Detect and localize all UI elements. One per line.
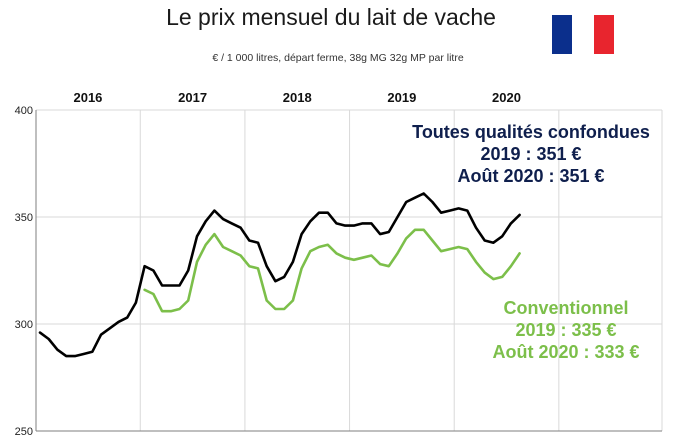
chart-subtitle: € / 1 000 litres, départ ferme, 38g MG 3… xyxy=(212,52,464,64)
annotation-total-line-2: 2019 : 351 € xyxy=(480,144,582,164)
y-tick-label: 400 xyxy=(15,105,33,117)
annotation-total: Toutes qualités confondues 2019 : 351 € … xyxy=(398,121,664,187)
year-label-2016: 2016 xyxy=(73,90,102,105)
annotation-total-line-1: Toutes qualités confondues xyxy=(412,122,650,142)
french-flag-icon xyxy=(552,15,614,54)
flag-band-red xyxy=(594,15,614,54)
annotation-conventionnel: Conventionnel 2019 : 335 € Août 2020 : 3… xyxy=(476,297,656,363)
chart-title: Le prix mensuel du lait de vache xyxy=(166,4,496,30)
year-label-2019: 2019 xyxy=(387,90,416,105)
flag-band-white xyxy=(573,15,593,54)
y-tick-label: 300 xyxy=(15,319,33,331)
year-label-2018: 2018 xyxy=(283,90,312,105)
annotation-conv-line-3: Août 2020 : 333 € xyxy=(492,342,640,362)
series-line-total xyxy=(38,192,521,358)
year-label-2020: 2020 xyxy=(492,90,521,105)
annotation-total-line-3: Août 2020 : 351 € xyxy=(457,166,605,186)
year-label-2017: 2017 xyxy=(178,90,207,105)
y-tick-label: 250 xyxy=(15,426,33,438)
annotation-conv-line-2: 2019 : 335 € xyxy=(515,320,617,340)
flag-band-blue xyxy=(552,15,572,54)
series-line-conventionnel xyxy=(143,228,521,313)
annotation-conv-line-1: Conventionnel xyxy=(503,298,629,318)
y-tick-label: 350 xyxy=(15,212,33,224)
